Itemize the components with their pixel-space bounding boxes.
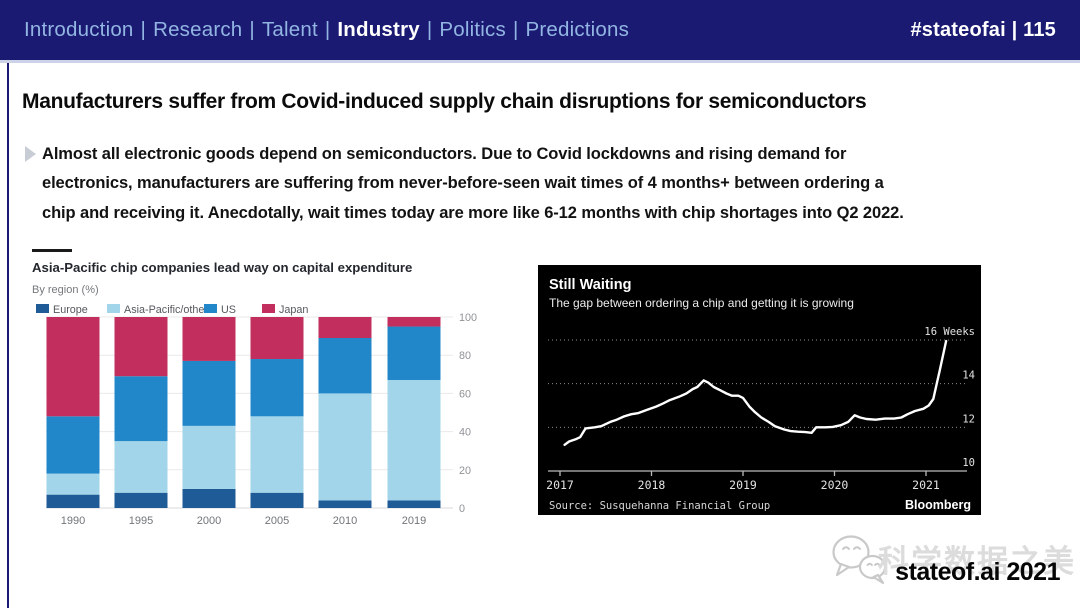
bar-chart-subtitle: By region (%) — [32, 284, 99, 296]
legend-label: Europe — [53, 304, 88, 316]
bar-segment-us — [387, 326, 441, 381]
x-tick-label: 2019 — [729, 478, 757, 492]
lead-time-line — [563, 339, 948, 447]
y-tick-label: 10 — [962, 457, 975, 469]
watermark-text: 科学数据之美 — [878, 544, 1076, 579]
nav-separator: | — [426, 18, 433, 41]
bar-segment-asia-pacific/other — [182, 425, 236, 489]
y-tick-label: 14 — [962, 370, 975, 382]
bar-segment-japan — [387, 317, 441, 327]
x-tick-label: 2020 — [821, 478, 849, 492]
x-tick-label: 2000 — [197, 515, 221, 527]
bar-chart-svg: Asia-Pacific chip companies lead way on … — [32, 249, 477, 527]
x-tick-label: 2005 — [265, 515, 289, 527]
line-chart-svg: Still Waiting The gap between ordering a … — [538, 265, 981, 515]
line-chart-title: Still Waiting — [549, 277, 631, 293]
bar-segment-us — [250, 359, 304, 417]
header-bar: Introduction | Research | Talent | Industry | Po… — [0, 0, 1080, 60]
bullet-triangle-icon — [25, 146, 36, 162]
x-tick-label: 1990 — [61, 515, 85, 527]
chart-background — [538, 265, 981, 515]
bar-segment-japan — [318, 317, 372, 339]
bar-segment-us — [114, 376, 168, 442]
nav-item-research[interactable]: Research — [153, 18, 243, 41]
body-line: electronics, manufacturers are suffering… — [42, 174, 884, 193]
bloomberg-line-chart: Still Waiting The gap between ordering a … — [538, 265, 981, 515]
bar-chart-title: Asia-Pacific chip companies lead way on … — [32, 260, 412, 275]
legend-label: US — [221, 304, 236, 316]
source-label: Source: Susquehanna Financial Group — [549, 500, 770, 512]
bar-chart-rule — [32, 249, 72, 252]
y-tick-label: 100 — [459, 312, 477, 324]
bar-segment-asia-pacific/other — [46, 473, 100, 495]
legend-label: Asia-Pacific/other — [124, 304, 208, 316]
bar-segment-asia-pacific/other — [387, 380, 441, 501]
x-tick-label: 2010 — [333, 515, 357, 527]
legend-swatch-europe — [36, 304, 49, 313]
bar-segment-europe — [318, 500, 372, 508]
body-text: Almost all electronic goods depend on se… — [42, 140, 1052, 228]
bar-segment-europe — [114, 492, 168, 508]
y-tick-label: 0 — [459, 503, 465, 515]
page-title: Manufacturers suffer from Covid-induced … — [22, 90, 867, 113]
bar-segment-europe — [182, 488, 236, 508]
nav-separator: | — [249, 18, 255, 41]
bar-segment-japan — [182, 317, 236, 361]
x-tick-label: 2019 — [402, 515, 426, 527]
brand-signature: stateof.ai 2021 — [895, 558, 1060, 586]
y-tick-label: 60 — [459, 388, 471, 400]
nav-item-industry[interactable]: Industry — [337, 18, 420, 41]
y-tick-label: 80 — [459, 350, 471, 362]
x-tick-label: 2021 — [912, 478, 940, 492]
bar-segment-europe — [46, 494, 100, 508]
nav-separator: | — [324, 18, 331, 41]
x-tick-label: 1995 — [129, 515, 153, 527]
legend-swatch-us — [204, 304, 217, 313]
bar-segment-us — [182, 360, 236, 426]
left-accent-line — [7, 63, 9, 608]
bar-segment-asia-pacific/other — [318, 393, 372, 501]
bar-segment-europe — [250, 492, 304, 508]
page-tag: #stateofai | 115 — [910, 18, 1056, 41]
bar-segment-us — [46, 416, 100, 474]
bar-segment-japan — [46, 317, 100, 417]
nav-separator: | — [140, 18, 147, 41]
legend-swatch-asia-pacific/other — [107, 304, 120, 313]
bloomberg-logo: Bloomberg — [905, 498, 971, 512]
nav-item-introduction[interactable]: Introduction — [24, 18, 134, 41]
y-tick-label: 20 — [459, 465, 471, 477]
main-nav: Introduction | Research | Talent | Industry | Po… — [24, 18, 629, 42]
x-tick-label: 2018 — [638, 478, 666, 492]
nav-item-politics[interactable]: Politics — [439, 18, 506, 41]
body-line: chip and receiving it. Anecdotally, wait… — [42, 203, 904, 222]
line-chart-subtitle: The gap between ordering a chip and gett… — [549, 296, 854, 310]
header-underline — [0, 60, 1080, 63]
y-tick-label: 12 — [962, 413, 975, 425]
wechat-icon — [832, 535, 887, 585]
capex-bar-chart: Asia-Pacific chip companies lead way on … — [32, 246, 477, 530]
bar-segment-japan — [114, 317, 168, 377]
bar-segment-europe — [387, 500, 441, 508]
y-tick-label: 40 — [459, 427, 471, 439]
nav-item-talent[interactable]: Talent — [261, 18, 318, 41]
nav-item-predictions[interactable]: Predictions — [525, 18, 630, 41]
legend-label: Japan — [279, 304, 308, 316]
legend-swatch-japan — [262, 304, 275, 313]
bar-segment-asia-pacific/other — [250, 416, 304, 493]
x-tick-label: 2017 — [546, 478, 574, 492]
y-tick-label: 16 Weeks — [924, 326, 975, 338]
body-line: Almost all electronic goods depend on se… — [42, 145, 847, 163]
bar-segment-japan — [250, 317, 304, 360]
bar-segment-asia-pacific/other — [114, 441, 168, 493]
bar-segment-us — [318, 338, 372, 394]
nav-separator: | — [512, 18, 519, 41]
